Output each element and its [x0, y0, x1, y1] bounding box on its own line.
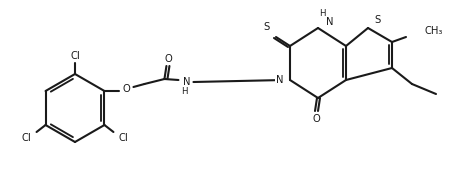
Text: O: O — [312, 114, 320, 124]
Text: Cl: Cl — [70, 51, 80, 61]
Text: CH₃: CH₃ — [424, 26, 442, 36]
Text: N: N — [183, 77, 190, 87]
Text: Cl: Cl — [22, 133, 32, 143]
Text: S: S — [263, 22, 269, 32]
Text: O: O — [123, 84, 130, 94]
Text: S: S — [374, 15, 380, 25]
Text: N: N — [326, 17, 334, 27]
Text: H: H — [319, 9, 325, 18]
Text: O: O — [164, 54, 172, 64]
Text: Cl: Cl — [119, 133, 128, 143]
Text: N: N — [276, 75, 284, 85]
Text: H: H — [181, 88, 188, 96]
